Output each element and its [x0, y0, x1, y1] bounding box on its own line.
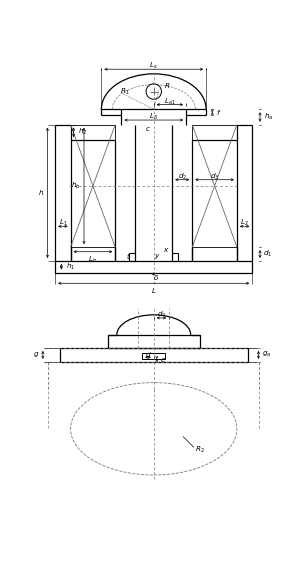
Text: $g_a$: $g_a$ — [262, 350, 271, 359]
Text: $d_1$: $d_1$ — [263, 249, 272, 259]
Text: $L_{a1}$: $L_{a1}$ — [164, 96, 176, 107]
Circle shape — [152, 272, 155, 275]
Text: $d$: $d$ — [145, 350, 152, 359]
Bar — [192, 125, 237, 247]
Text: $L$: $L$ — [151, 287, 157, 296]
Text: $t$: $t$ — [126, 252, 131, 261]
Text: $R$: $R$ — [164, 81, 171, 90]
Bar — [142, 352, 165, 359]
Text: $R_1$: $R_1$ — [120, 87, 129, 98]
Text: $L_3$: $L_3$ — [149, 112, 158, 122]
Text: $d_2$: $d_2$ — [178, 171, 187, 182]
Text: $\delta$: $\delta$ — [153, 272, 159, 281]
Bar — [60, 348, 248, 362]
Text: $h_a$: $h_a$ — [264, 112, 273, 122]
Bar — [70, 125, 115, 247]
Text: $e$: $e$ — [160, 356, 166, 364]
Text: $h_b$: $h_b$ — [71, 181, 81, 191]
Text: $R_2$: $R_2$ — [195, 445, 205, 456]
Text: $L_s$: $L_s$ — [149, 61, 158, 71]
Text: $d_4$: $d_4$ — [157, 310, 166, 320]
Bar — [55, 261, 252, 272]
Text: $y$: $y$ — [154, 252, 160, 261]
Text: $L_b$: $L_b$ — [88, 255, 98, 265]
Text: $g$: $g$ — [34, 350, 40, 359]
Text: $L_2$: $L_2$ — [240, 218, 249, 228]
Text: $x$: $x$ — [163, 246, 169, 254]
Text: $f$: $f$ — [216, 108, 222, 117]
Text: $L_1$: $L_1$ — [58, 218, 67, 228]
Text: $h$: $h$ — [38, 188, 44, 197]
Text: $h_2$: $h_2$ — [77, 127, 87, 138]
Bar — [108, 335, 200, 348]
Text: $d_3$: $d_3$ — [210, 171, 219, 182]
Text: $c$: $c$ — [145, 125, 151, 133]
Text: $h_1$: $h_1$ — [66, 262, 75, 272]
